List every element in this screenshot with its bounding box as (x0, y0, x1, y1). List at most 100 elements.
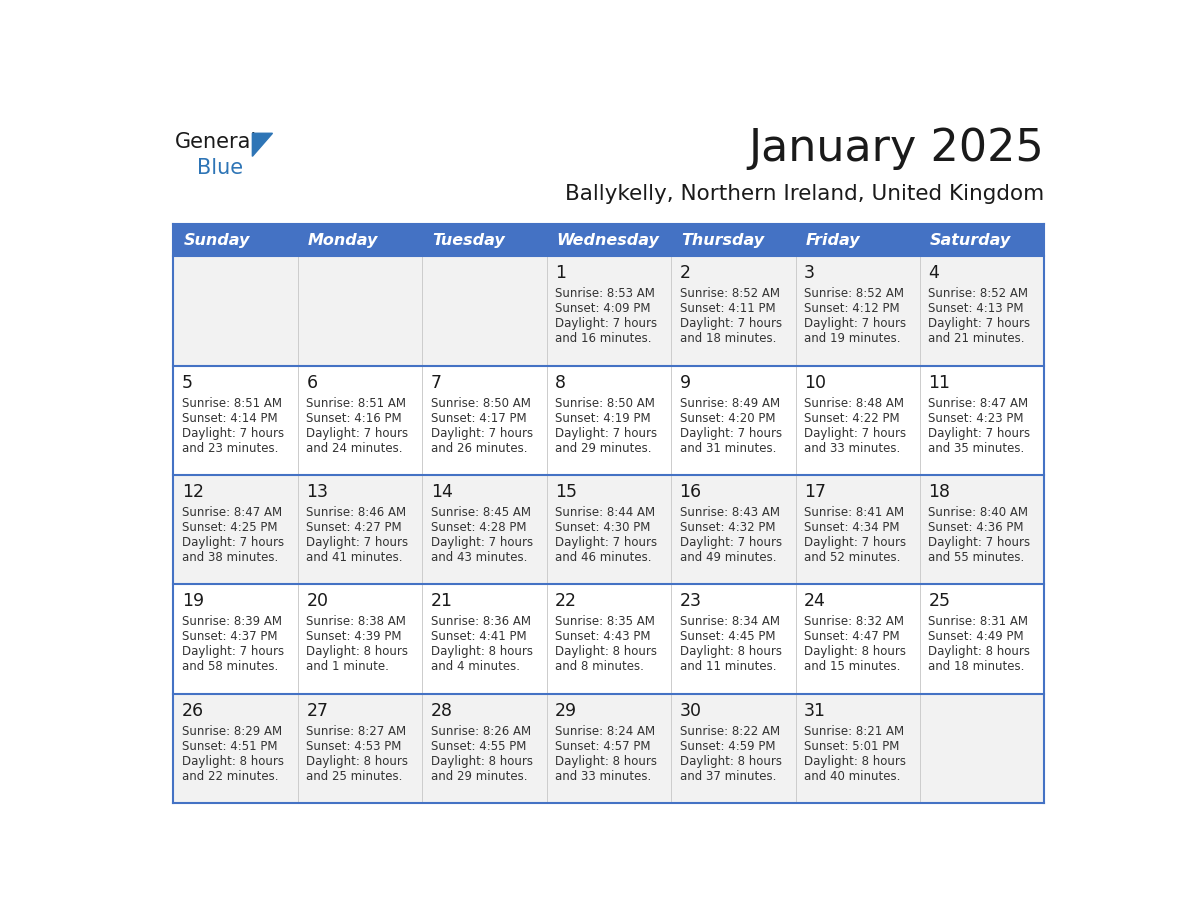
FancyBboxPatch shape (422, 694, 546, 803)
FancyBboxPatch shape (546, 585, 671, 694)
Text: Sunrise: 8:46 AM: Sunrise: 8:46 AM (307, 506, 406, 519)
Text: Daylight: 8 hours: Daylight: 8 hours (804, 645, 906, 658)
Text: 29: 29 (555, 701, 577, 720)
Text: Daylight: 7 hours: Daylight: 7 hours (555, 536, 657, 549)
Text: Sunset: 4:13 PM: Sunset: 4:13 PM (929, 302, 1024, 315)
Text: Sunrise: 8:52 AM: Sunrise: 8:52 AM (804, 287, 904, 300)
Text: Daylight: 7 hours: Daylight: 7 hours (804, 536, 906, 549)
Text: Sunset: 4:39 PM: Sunset: 4:39 PM (307, 631, 402, 644)
FancyBboxPatch shape (298, 365, 422, 476)
Text: Wednesday: Wednesday (557, 233, 659, 248)
FancyBboxPatch shape (173, 694, 298, 803)
Text: Thursday: Thursday (681, 233, 764, 248)
Text: and 31 minutes.: and 31 minutes. (680, 442, 776, 454)
Text: 30: 30 (680, 701, 702, 720)
FancyBboxPatch shape (422, 256, 546, 365)
Text: Sunrise: 8:34 AM: Sunrise: 8:34 AM (680, 615, 779, 628)
FancyBboxPatch shape (298, 476, 422, 585)
Text: Sunrise: 8:36 AM: Sunrise: 8:36 AM (431, 615, 531, 628)
FancyBboxPatch shape (920, 694, 1044, 803)
Text: Sunset: 4:51 PM: Sunset: 4:51 PM (182, 740, 277, 753)
Text: Daylight: 8 hours: Daylight: 8 hours (555, 645, 657, 658)
Text: Tuesday: Tuesday (432, 233, 505, 248)
Text: Daylight: 8 hours: Daylight: 8 hours (182, 755, 284, 767)
Text: Sunset: 4:27 PM: Sunset: 4:27 PM (307, 521, 402, 534)
Text: 13: 13 (307, 483, 328, 501)
Text: and 29 minutes.: and 29 minutes. (555, 442, 652, 454)
Text: and 46 minutes.: and 46 minutes. (555, 551, 652, 564)
Text: Sunrise: 8:27 AM: Sunrise: 8:27 AM (307, 724, 406, 738)
Text: 21: 21 (431, 592, 453, 610)
Text: Sunset: 4:34 PM: Sunset: 4:34 PM (804, 521, 899, 534)
FancyBboxPatch shape (920, 365, 1044, 476)
Text: 10: 10 (804, 374, 826, 391)
Text: Ballykelly, Northern Ireland, United Kingdom: Ballykelly, Northern Ireland, United Kin… (565, 185, 1044, 204)
FancyBboxPatch shape (796, 585, 920, 694)
FancyBboxPatch shape (422, 224, 546, 256)
FancyBboxPatch shape (546, 476, 671, 585)
Text: Sunset: 4:59 PM: Sunset: 4:59 PM (680, 740, 775, 753)
Text: Sunrise: 8:45 AM: Sunrise: 8:45 AM (431, 506, 531, 519)
Text: Sunset: 4:45 PM: Sunset: 4:45 PM (680, 631, 775, 644)
Text: and 16 minutes.: and 16 minutes. (555, 332, 652, 345)
Text: Daylight: 8 hours: Daylight: 8 hours (431, 645, 532, 658)
Text: and 4 minutes.: and 4 minutes. (431, 660, 519, 673)
Text: Sunrise: 8:53 AM: Sunrise: 8:53 AM (555, 287, 655, 300)
Text: 5: 5 (182, 374, 192, 391)
Text: and 41 minutes.: and 41 minutes. (307, 551, 403, 564)
Text: Friday: Friday (805, 233, 860, 248)
Text: Daylight: 7 hours: Daylight: 7 hours (182, 427, 284, 440)
Text: and 49 minutes.: and 49 minutes. (680, 551, 776, 564)
Text: Daylight: 8 hours: Daylight: 8 hours (431, 755, 532, 767)
Text: and 38 minutes.: and 38 minutes. (182, 551, 278, 564)
Text: and 18 minutes.: and 18 minutes. (680, 332, 776, 345)
Text: Sunset: 4:28 PM: Sunset: 4:28 PM (431, 521, 526, 534)
Text: Sunrise: 8:38 AM: Sunrise: 8:38 AM (307, 615, 406, 628)
Text: Daylight: 7 hours: Daylight: 7 hours (431, 536, 533, 549)
Text: Daylight: 7 hours: Daylight: 7 hours (182, 536, 284, 549)
Text: and 35 minutes.: and 35 minutes. (929, 442, 1025, 454)
FancyBboxPatch shape (546, 694, 671, 803)
Text: 26: 26 (182, 701, 204, 720)
FancyBboxPatch shape (920, 585, 1044, 694)
Text: Sunrise: 8:41 AM: Sunrise: 8:41 AM (804, 506, 904, 519)
Text: and 18 minutes.: and 18 minutes. (929, 660, 1025, 673)
FancyBboxPatch shape (796, 476, 920, 585)
Text: and 22 minutes.: and 22 minutes. (182, 769, 278, 783)
Text: 20: 20 (307, 592, 328, 610)
Text: 12: 12 (182, 483, 204, 501)
FancyBboxPatch shape (671, 694, 796, 803)
Text: Sunrise: 8:47 AM: Sunrise: 8:47 AM (182, 506, 282, 519)
Text: Sunset: 4:41 PM: Sunset: 4:41 PM (431, 631, 526, 644)
Text: Sunrise: 8:48 AM: Sunrise: 8:48 AM (804, 397, 904, 409)
Text: Sunset: 4:57 PM: Sunset: 4:57 PM (555, 740, 651, 753)
Text: Blue: Blue (196, 158, 242, 178)
Text: Sunrise: 8:47 AM: Sunrise: 8:47 AM (929, 397, 1029, 409)
Text: Daylight: 8 hours: Daylight: 8 hours (680, 755, 782, 767)
Text: and 33 minutes.: and 33 minutes. (804, 442, 901, 454)
Text: 25: 25 (929, 592, 950, 610)
Text: Daylight: 7 hours: Daylight: 7 hours (929, 318, 1031, 330)
Text: Daylight: 8 hours: Daylight: 8 hours (555, 755, 657, 767)
Text: Sunrise: 8:49 AM: Sunrise: 8:49 AM (680, 397, 779, 409)
Text: Daylight: 7 hours: Daylight: 7 hours (555, 427, 657, 440)
Text: and 43 minutes.: and 43 minutes. (431, 551, 527, 564)
FancyBboxPatch shape (796, 256, 920, 365)
Text: 1: 1 (555, 264, 567, 282)
Text: Saturday: Saturday (930, 233, 1011, 248)
Text: Daylight: 8 hours: Daylight: 8 hours (307, 755, 409, 767)
Text: and 11 minutes.: and 11 minutes. (680, 660, 776, 673)
Text: Sunset: 4:37 PM: Sunset: 4:37 PM (182, 631, 277, 644)
Text: Sunrise: 8:21 AM: Sunrise: 8:21 AM (804, 724, 904, 738)
Text: Sunset: 4:55 PM: Sunset: 4:55 PM (431, 740, 526, 753)
Text: 11: 11 (929, 374, 950, 391)
Text: Sunset: 4:22 PM: Sunset: 4:22 PM (804, 411, 899, 425)
Text: Daylight: 7 hours: Daylight: 7 hours (555, 318, 657, 330)
Text: 31: 31 (804, 701, 826, 720)
Text: 9: 9 (680, 374, 690, 391)
Text: Sunrise: 8:29 AM: Sunrise: 8:29 AM (182, 724, 282, 738)
FancyBboxPatch shape (920, 476, 1044, 585)
Text: Sunset: 4:17 PM: Sunset: 4:17 PM (431, 411, 526, 425)
Text: 19: 19 (182, 592, 204, 610)
Text: Sunrise: 8:51 AM: Sunrise: 8:51 AM (307, 397, 406, 409)
